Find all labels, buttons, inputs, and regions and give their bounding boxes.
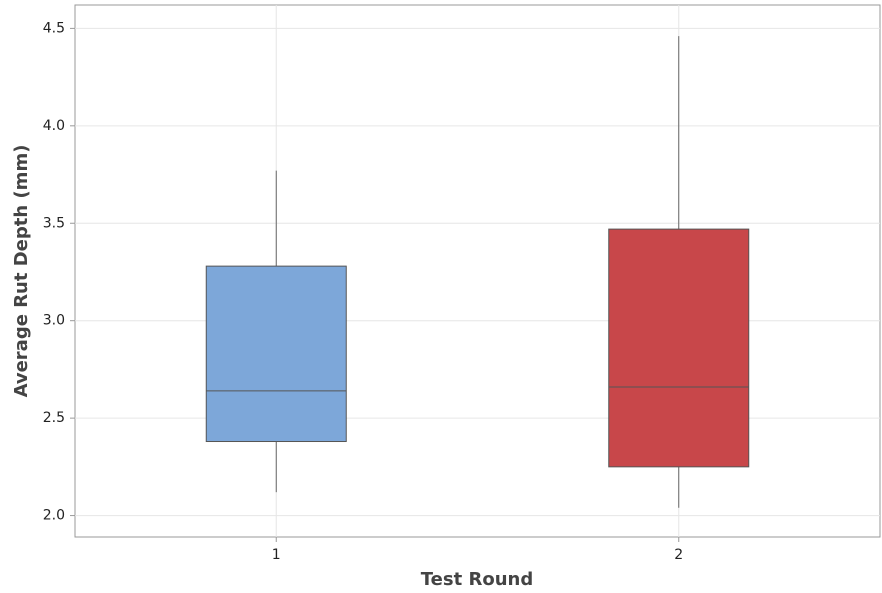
x-axis-title: Test Round	[421, 569, 533, 590]
y-axis-title: Average Rut Depth (mm)	[11, 145, 32, 398]
plot-frame	[74, 4, 881, 538]
box	[608, 228, 750, 468]
y-tick-label: 4.5	[43, 20, 65, 36]
box	[205, 265, 347, 443]
y-tick-label: 2.0	[43, 508, 65, 524]
y-tick-label: 3.5	[43, 215, 65, 231]
x-tick-label: 2	[674, 547, 683, 563]
y-tick-label: 4.0	[43, 118, 65, 134]
y-tick-label: 3.0	[43, 313, 65, 329]
y-tick-label: 2.5	[43, 410, 65, 426]
x-tick-label: 1	[272, 547, 281, 563]
